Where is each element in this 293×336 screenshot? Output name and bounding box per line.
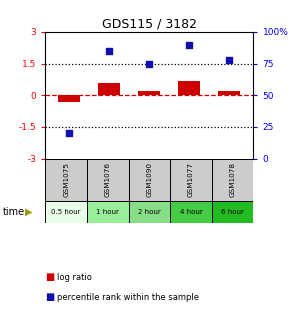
Bar (138, 91, 161, 95)
Bar (170, 201, 212, 223)
Text: log ratio: log ratio (57, 273, 92, 282)
Text: 1 hour: 1 hour (96, 209, 119, 215)
Bar (212, 201, 253, 223)
Point (67, 131, 72, 136)
Text: time: time (3, 207, 25, 217)
Bar (58, 95, 80, 101)
Text: percentile rank within the sample: percentile rank within the sample (57, 293, 199, 302)
Bar (45, 159, 87, 201)
Text: ■: ■ (45, 272, 55, 282)
Text: 6 hour: 6 hour (221, 209, 244, 215)
Point (147, 61, 152, 66)
Bar (129, 159, 170, 201)
Title: GDS115 / 3182: GDS115 / 3182 (102, 18, 197, 31)
Bar (45, 201, 87, 223)
Bar (129, 201, 170, 223)
Bar (212, 159, 253, 201)
Bar (87, 201, 129, 223)
Point (227, 57, 232, 62)
Point (107, 48, 112, 54)
Text: GSM1078: GSM1078 (230, 162, 236, 197)
Text: 4 hour: 4 hour (180, 209, 202, 215)
Text: ■: ■ (45, 292, 55, 302)
Text: GSM1076: GSM1076 (105, 162, 111, 197)
Bar (87, 159, 129, 201)
Text: 0.5 hour: 0.5 hour (52, 209, 81, 215)
Point (187, 42, 192, 47)
Bar (98, 83, 120, 95)
Bar (178, 81, 200, 95)
Bar (170, 159, 212, 201)
Text: ▶: ▶ (25, 207, 33, 217)
Bar (219, 91, 241, 95)
Text: 2 hour: 2 hour (138, 209, 161, 215)
Text: GSM1090: GSM1090 (146, 162, 152, 197)
Text: GSM1075: GSM1075 (63, 162, 69, 197)
Text: GSM1077: GSM1077 (188, 162, 194, 197)
